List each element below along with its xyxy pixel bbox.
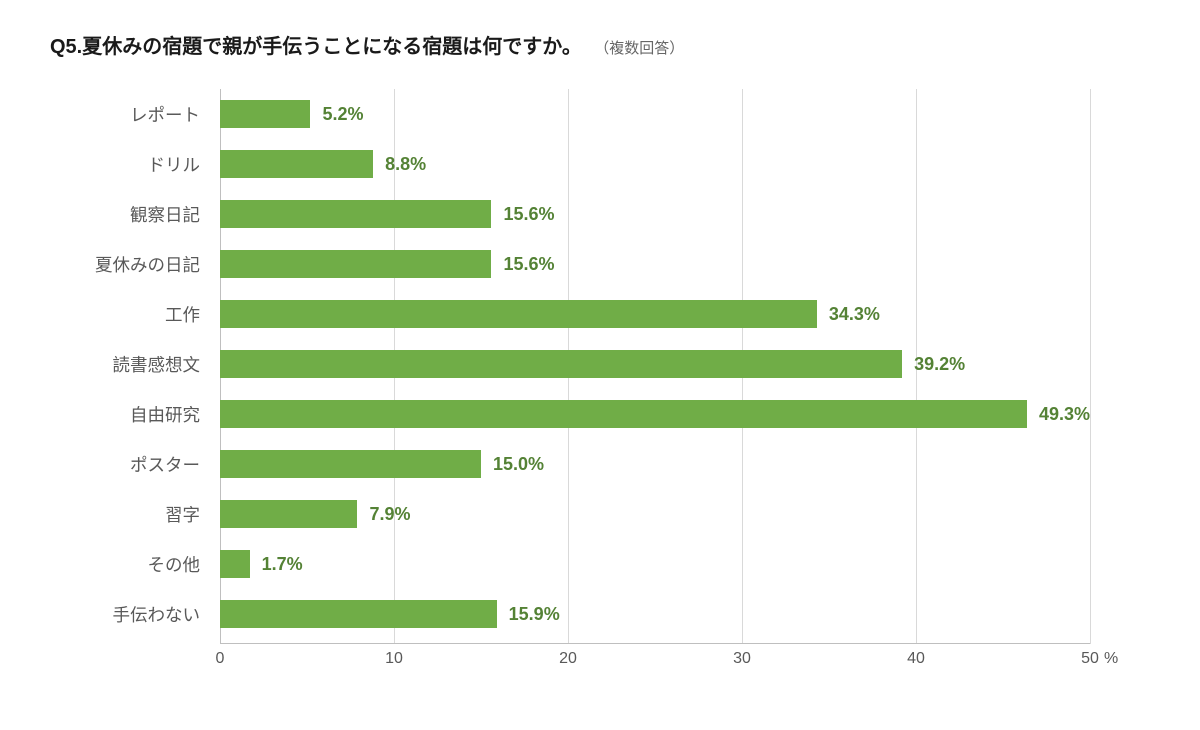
category-label: 夏休みの日記 <box>95 252 200 277</box>
bar <box>220 250 491 278</box>
x-tick-label: 10 <box>385 650 403 668</box>
bar <box>220 150 373 178</box>
value-label: 7.9% <box>369 504 410 525</box>
bar-row: その他1.7% <box>220 550 1090 578</box>
value-label: 15.9% <box>509 604 560 625</box>
category-label: その他 <box>148 552 201 577</box>
value-label: 15.6% <box>503 204 554 225</box>
value-label: 8.8% <box>385 154 426 175</box>
bar-row: 読書感想文39.2% <box>220 350 1090 378</box>
title-sub: （複数回答） <box>594 40 684 57</box>
bar <box>220 550 250 578</box>
bar <box>220 100 310 128</box>
x-tick-label: 50 <box>1081 650 1099 668</box>
x-tick-label: 0 <box>216 650 225 668</box>
bar <box>220 500 357 528</box>
value-label: 34.3% <box>829 304 880 325</box>
bar-row: ポスター15.0% <box>220 450 1090 478</box>
bar-row: 工作34.3% <box>220 300 1090 328</box>
category-label: 手伝わない <box>113 602 201 627</box>
x-axis: 01020304050% <box>220 644 1090 679</box>
plot-area: レポート5.2% ドリル8.8% 観察日記15.6% 夏休みの日記15.6% 工作34.… <box>220 89 1090 644</box>
value-label: 5.2% <box>322 104 363 125</box>
x-tick-label: 40 <box>907 650 925 668</box>
bar <box>220 350 902 378</box>
value-label: 49.3% <box>1039 404 1090 425</box>
bar <box>220 450 481 478</box>
x-unit-label: % <box>1104 650 1118 668</box>
category-label: 読書感想文 <box>113 352 201 377</box>
title-main: Q5.夏休みの宿題で親が手伝うことになる宿題は何ですか。 <box>50 36 582 58</box>
chart-title: Q5.夏休みの宿題で親が手伝うことになる宿題は何ですか。 （複数回答） <box>50 30 1150 59</box>
category-label: 自由研究 <box>130 402 200 427</box>
bar <box>220 600 497 628</box>
category-label: 観察日記 <box>130 202 200 227</box>
category-label: ポスター <box>130 452 200 477</box>
category-label: レポート <box>130 102 200 127</box>
bar-row: レポート5.2% <box>220 100 1090 128</box>
category-label: 工作 <box>165 302 200 327</box>
bar-row: 夏休みの日記15.6% <box>220 250 1090 278</box>
bar <box>220 400 1027 428</box>
value-label: 15.6% <box>503 254 554 275</box>
gridline <box>1090 89 1091 644</box>
value-label: 39.2% <box>914 354 965 375</box>
bar-row: 手伝わない15.9% <box>220 600 1090 628</box>
value-label: 15.0% <box>493 454 544 475</box>
bar-row: ドリル8.8% <box>220 150 1090 178</box>
category-label: ドリル <box>148 152 201 177</box>
bar <box>220 200 491 228</box>
x-tick-label: 20 <box>559 650 577 668</box>
category-label: 習字 <box>165 502 200 527</box>
value-label: 1.7% <box>262 554 303 575</box>
bar-row: 習字7.9% <box>220 500 1090 528</box>
bar-row: 観察日記15.6% <box>220 200 1090 228</box>
bar-row: 自由研究49.3% <box>220 400 1090 428</box>
bar <box>220 300 817 328</box>
bar-chart: レポート5.2% ドリル8.8% 観察日記15.6% 夏休みの日記15.6% 工作34.… <box>220 89 1090 679</box>
x-tick-label: 30 <box>733 650 751 668</box>
